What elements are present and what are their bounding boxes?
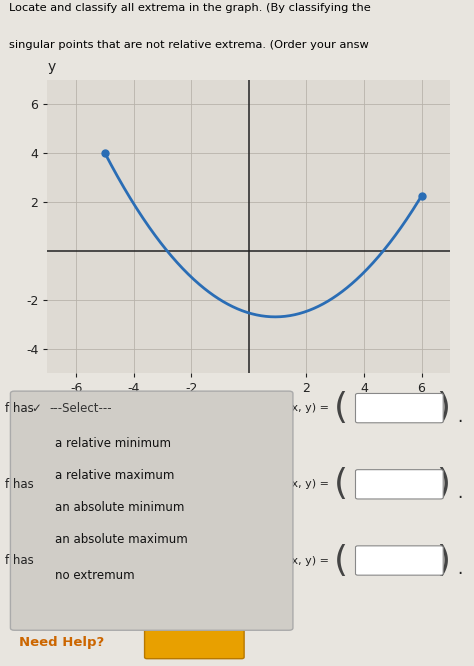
Text: Need Help?: Need Help? (19, 636, 104, 649)
Text: (: ( (334, 391, 348, 425)
Text: .: . (457, 484, 463, 502)
Text: Read It: Read It (171, 637, 218, 651)
Text: ---Select---: ---Select--- (50, 402, 112, 415)
Text: f has: f has (5, 402, 34, 415)
Text: y: y (47, 60, 55, 74)
Text: a relative maximum: a relative maximum (55, 469, 174, 482)
Text: Locate and classify all extrema in the graph. (By classifying the: Locate and classify all extrema in the g… (9, 3, 371, 13)
Text: ): ) (436, 468, 450, 501)
Text: f has: f has (5, 478, 34, 491)
Text: : (x, y) =: : (x, y) = (280, 555, 328, 565)
Text: .: . (457, 560, 463, 578)
FancyBboxPatch shape (10, 391, 293, 630)
Text: (: ( (334, 543, 348, 577)
Text: no extremum: no extremum (55, 569, 134, 581)
Text: an absolute maximum: an absolute maximum (55, 533, 187, 547)
Text: : (x, y) =: : (x, y) = (280, 403, 328, 413)
Text: ✓: ✓ (31, 402, 41, 415)
Text: f has: f has (5, 554, 34, 567)
Text: singular points that are not relative extrema. (Order your answ: singular points that are not relative ex… (9, 40, 369, 50)
FancyBboxPatch shape (356, 470, 443, 499)
Text: ): ) (436, 391, 450, 425)
FancyBboxPatch shape (145, 629, 244, 659)
FancyBboxPatch shape (356, 546, 443, 575)
Text: : (x, y) =: : (x, y) = (280, 480, 328, 490)
Text: a relative minimum: a relative minimum (55, 437, 171, 450)
Text: (: ( (334, 468, 348, 501)
Text: ): ) (436, 543, 450, 577)
FancyBboxPatch shape (356, 394, 443, 423)
Text: an absolute minimum: an absolute minimum (55, 501, 184, 514)
Text: .: . (457, 408, 463, 426)
